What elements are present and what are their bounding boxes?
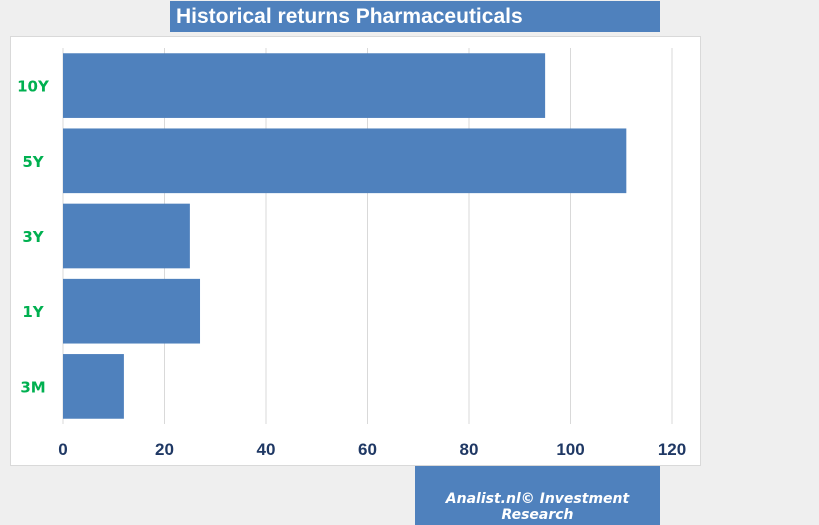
bar-3m — [63, 354, 124, 419]
x-tick-label: 120 — [658, 440, 686, 459]
footer-banner: Analist.nl© Investment Research — [415, 466, 660, 525]
x-tick-label: 100 — [556, 440, 584, 459]
bar-5y — [63, 128, 627, 194]
category-label: 10Y — [17, 78, 50, 96]
bar-1y — [63, 278, 201, 344]
x-tick-label: 40 — [257, 440, 276, 459]
x-tick-label: 0 — [58, 440, 67, 459]
footer-credit: Analist.nl© Investment Research — [445, 491, 630, 523]
x-tick-label: 20 — [155, 440, 174, 459]
category-label: 3Y — [22, 228, 44, 246]
category-label: 5Y — [22, 153, 44, 171]
category-label: 1Y — [22, 303, 44, 321]
x-tick-label: 80 — [460, 440, 479, 459]
bar-3y — [63, 203, 190, 269]
category-label: 3M — [20, 378, 45, 396]
x-tick-label: 60 — [358, 440, 377, 459]
bar-10y — [63, 53, 546, 118]
chart-title: Historical returns Pharmaceuticals — [170, 1, 660, 32]
